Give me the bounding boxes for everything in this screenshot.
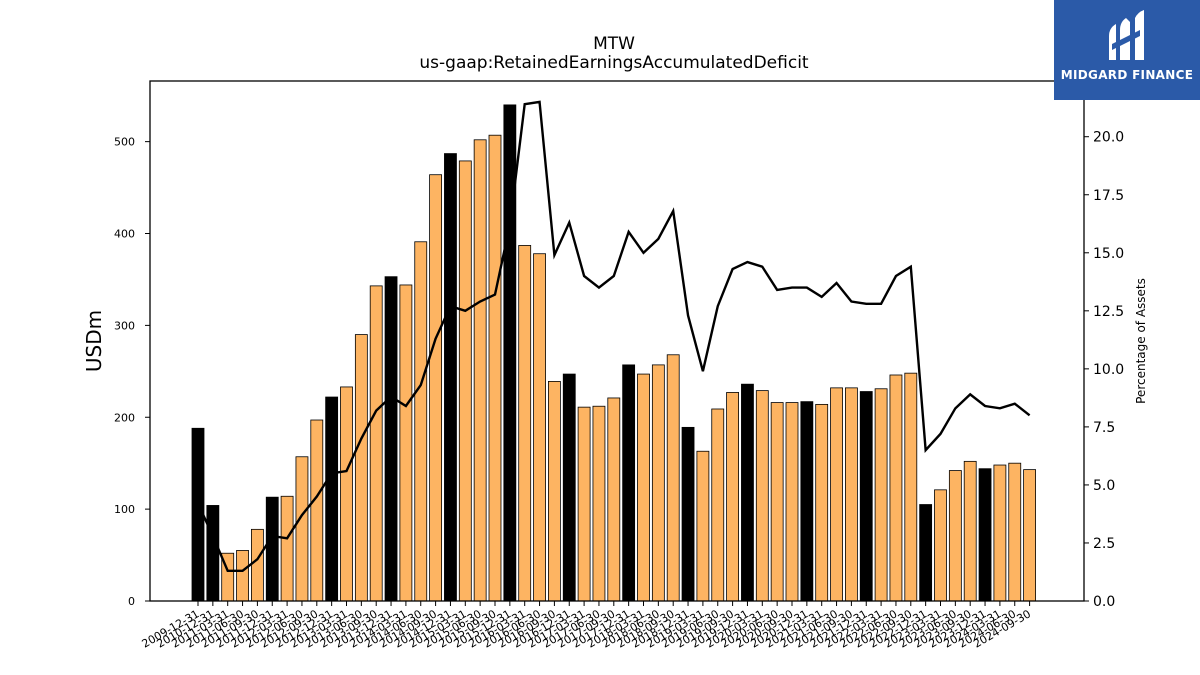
right-tick-label: 17.5 — [1093, 188, 1124, 204]
bar-quarter — [1023, 469, 1036, 602]
bar-annual — [444, 153, 457, 602]
bar-quarter — [726, 392, 739, 602]
bar-quarter — [399, 284, 413, 602]
bar-quarter — [785, 402, 799, 602]
bar-quarter — [592, 405, 606, 602]
right-tick-label: 0.0 — [1093, 594, 1115, 610]
bar-quarter — [770, 402, 784, 602]
right-axis-label: Percentage of Assets — [1134, 278, 1148, 404]
midgard-finance-logo: MIDGARD FINANCE — [1054, 0, 1200, 100]
midgard-logo-mark-icon — [1109, 10, 1144, 60]
bar-quarter — [1008, 462, 1022, 602]
right-tick-label: 10.0 — [1093, 362, 1124, 378]
percentage-of-assets-line — [196, 100, 1031, 573]
x-axis: 2009-12-312010-12-312011-03-312011-06-30… — [140, 601, 1033, 651]
chart-title: MTW — [593, 34, 635, 54]
bar-quarter — [874, 388, 888, 602]
bar-quarter — [755, 390, 769, 602]
bar-quarter — [369, 285, 383, 602]
left-y-axis: 0 100 200 300 400 500 — [114, 136, 150, 608]
y-tick-label: 200 — [114, 411, 135, 424]
bar-quarter — [458, 160, 472, 602]
bar-quarter — [488, 134, 502, 602]
right-tick-label: 7.5 — [1093, 420, 1115, 436]
bar-annual — [384, 276, 398, 602]
bar-quarter — [948, 470, 962, 602]
y-tick-label: 500 — [114, 136, 135, 149]
bar-quarter — [354, 334, 368, 602]
percentage-line-group — [196, 100, 1031, 573]
bar-quarter — [518, 245, 532, 602]
y-axis-label: USDm — [82, 310, 106, 372]
y-tick-label: 0 — [128, 595, 135, 608]
bar-quarter — [711, 408, 725, 602]
bar-quarter — [236, 550, 249, 602]
right-tick-label: 2.5 — [1093, 536, 1115, 552]
bar-quarter — [815, 403, 829, 602]
right-tick-label: 15.0 — [1093, 246, 1124, 262]
bar-annual — [622, 364, 636, 602]
chart-subtitle: us-gaap:RetainedEarningsAccumulatedDefic… — [419, 53, 809, 73]
bar-quarter — [295, 456, 309, 602]
bar-quarter — [310, 419, 324, 602]
bar-annual — [978, 468, 992, 602]
plot-frame — [149, 80, 1085, 602]
right-tick-label: 12.5 — [1093, 304, 1124, 320]
bar-annual — [265, 496, 279, 602]
bar-quarter — [473, 139, 487, 602]
bar-quarter — [637, 373, 650, 602]
bar-quarter — [577, 406, 591, 602]
bar-quarter — [280, 495, 294, 602]
bar-quarter — [414, 241, 428, 602]
bar-annual — [503, 104, 517, 602]
bar-quarter — [963, 460, 977, 602]
y-tick-label: 400 — [114, 228, 135, 241]
bar-quarter — [250, 528, 264, 602]
bar-annual — [681, 426, 695, 602]
right-tick-label: 5.0 — [1093, 478, 1115, 494]
logo-text: MIDGARD FINANCE — [1060, 68, 1194, 82]
y-tick-label: 300 — [114, 319, 135, 332]
bar-annual — [859, 391, 873, 602]
bar-quarter — [830, 387, 843, 602]
bar-quarter — [340, 386, 353, 602]
bar-quarter — [993, 464, 1007, 602]
bar-annual — [562, 373, 576, 602]
bar-quarter — [889, 374, 903, 602]
bar-annual — [919, 504, 933, 602]
right-y-axis: 0.0 2.5 5.0 7.5 10.0 12.5 15.0 17.5 20.0 — [1084, 130, 1124, 610]
bar-quarter — [651, 364, 665, 602]
bar-annual — [206, 505, 220, 602]
right-tick-label: 20.0 — [1093, 130, 1124, 146]
bar-quarter — [904, 372, 918, 602]
bar-quarter — [696, 450, 710, 602]
bar-quarter — [607, 397, 621, 602]
bar-annual — [325, 396, 339, 602]
bar-quarter — [429, 174, 443, 602]
bar-quarter — [548, 381, 561, 602]
bar-annual — [800, 401, 814, 602]
bar-quarter — [533, 253, 546, 602]
y-tick-label: 100 — [114, 503, 135, 516]
bar-annual — [741, 383, 754, 602]
bar-quarter — [666, 354, 680, 602]
bar-quarter — [845, 387, 858, 602]
bar-quarter — [934, 489, 947, 602]
bar-group — [191, 104, 1036, 602]
